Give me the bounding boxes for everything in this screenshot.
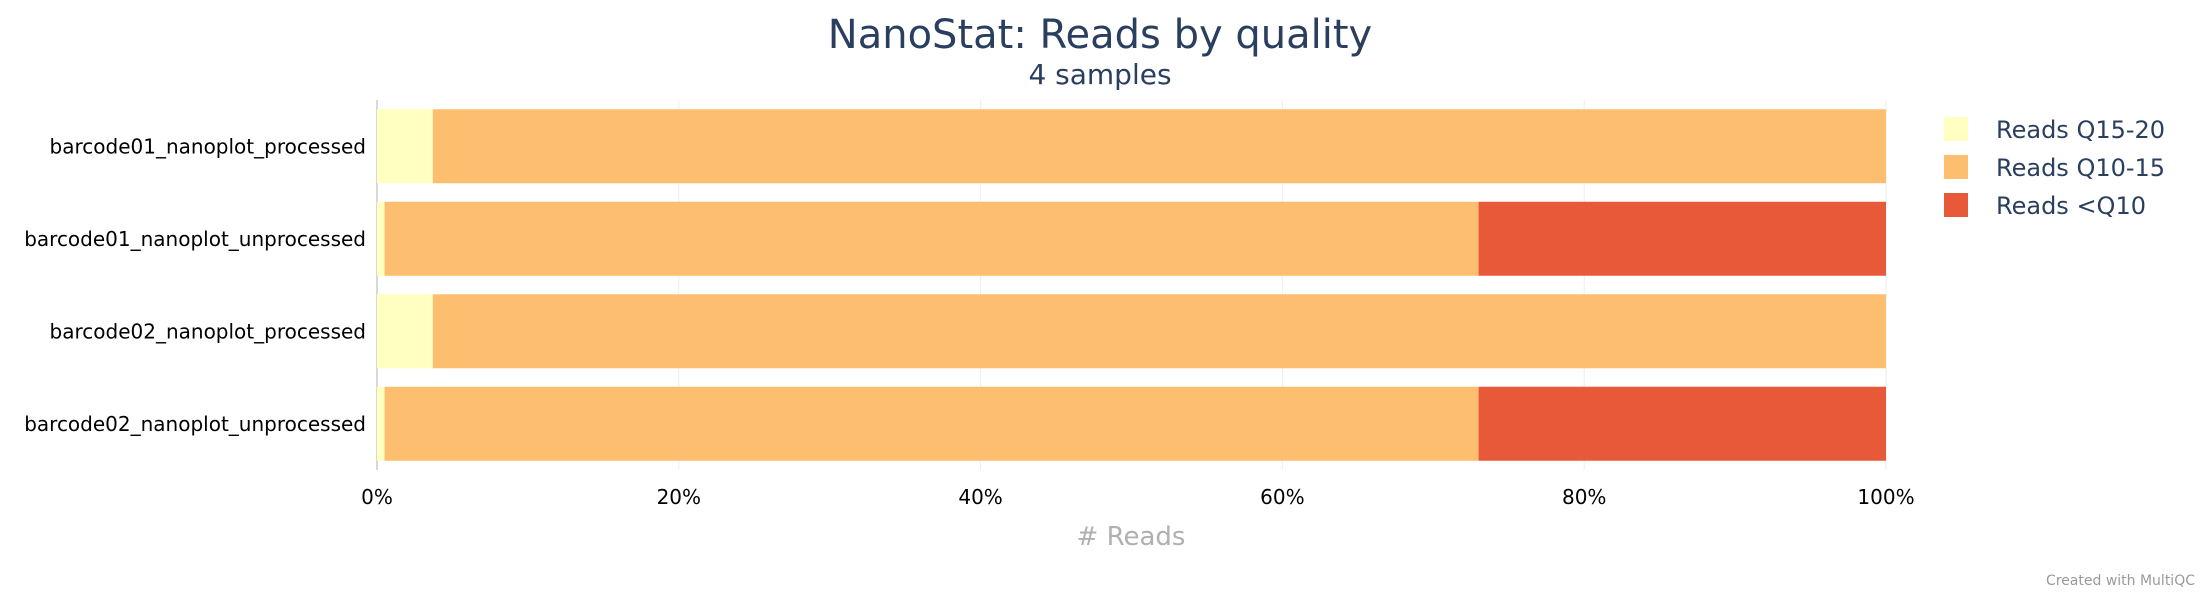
bar-segment[interactable] xyxy=(1478,386,1886,461)
chart-title: NanoStat: Reads by quality xyxy=(828,12,1372,58)
bar-segment[interactable] xyxy=(432,109,1886,184)
legend-item[interactable]: Reads <Q10 xyxy=(1944,192,2146,220)
legend-item[interactable]: Reads Q15-20 xyxy=(1944,116,2165,144)
y-tick-label: barcode01_nanoplot_processed xyxy=(50,134,366,158)
bars xyxy=(377,109,1886,461)
legend-swatch xyxy=(1944,193,1968,217)
y-tick-label: barcode01_nanoplot_unprocessed xyxy=(24,227,366,251)
x-tick-label: 0% xyxy=(361,485,393,509)
bar-segment[interactable] xyxy=(384,386,1479,461)
y-axis-labels: barcode01_nanoplot_processed barcode01_na… xyxy=(24,134,366,436)
legend-item[interactable]: Reads Q10-15 xyxy=(1944,154,2165,182)
x-tick-label: 100% xyxy=(1857,485,1914,509)
legend[interactable]: Reads Q15-20 Reads Q10-15 Reads <Q10 xyxy=(1944,116,2165,220)
legend-label: Reads Q15-20 xyxy=(1996,116,2165,144)
legend-swatch xyxy=(1944,117,1968,141)
y-tick-label: barcode02_nanoplot_processed xyxy=(50,319,366,343)
legend-swatch xyxy=(1944,155,1968,179)
chart-subtitle: 4 samples xyxy=(1028,58,1171,91)
x-tick-label: 20% xyxy=(657,485,701,509)
x-axis-ticks: 0% 20% 40% 60% 80% 100% xyxy=(361,485,1914,509)
bar-segment[interactable] xyxy=(377,201,385,276)
y-tick-label: barcode02_nanoplot_unprocessed xyxy=(24,412,366,436)
bar-segment[interactable] xyxy=(377,109,433,184)
credit-text: Created with MultiQC xyxy=(2046,573,2195,589)
bar-segment[interactable] xyxy=(384,201,1479,276)
bar-segment[interactable] xyxy=(377,386,385,461)
legend-label: Reads <Q10 xyxy=(1996,192,2146,220)
x-axis-label: # Reads xyxy=(1077,522,1186,552)
legend-label: Reads Q10-15 xyxy=(1996,154,2165,182)
bar-segment[interactable] xyxy=(1478,201,1886,276)
x-tick-label: 40% xyxy=(958,485,1002,509)
bar-segment[interactable] xyxy=(377,294,433,369)
bar-segment[interactable] xyxy=(432,294,1886,369)
x-tick-label: 80% xyxy=(1562,485,1606,509)
x-tick-label: 60% xyxy=(1260,485,1304,509)
